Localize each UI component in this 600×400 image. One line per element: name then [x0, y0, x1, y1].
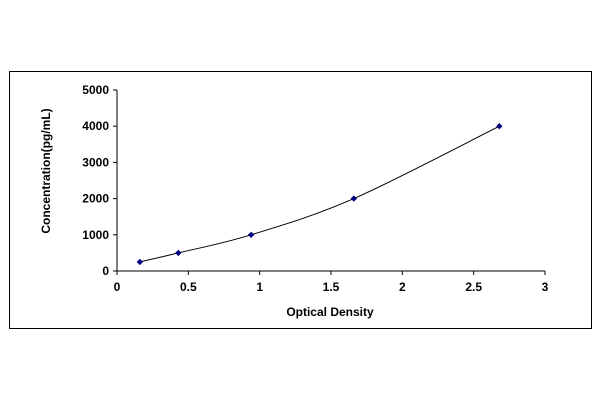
x-axis-label: Optical Density: [286, 305, 374, 319]
chart-frame: [9, 71, 592, 329]
data-point: [247, 231, 255, 238]
y-tick-label: 0: [102, 264, 109, 278]
data-point: [350, 195, 358, 202]
x-tick-label: 0.5: [180, 280, 197, 294]
y-tick-label: 5000: [82, 83, 109, 97]
x-tick-label: 2.5: [465, 280, 482, 294]
x-tick-label: 2: [399, 280, 406, 294]
y-axis-label: Concentration(pg/mL): [39, 108, 53, 233]
data-point: [496, 123, 503, 130]
y-tick-label: 2000: [82, 192, 109, 206]
y-tick-label: 1000: [82, 228, 109, 242]
data-point: [136, 258, 144, 266]
y-tick-label: 4000: [82, 119, 109, 133]
y-tick-label: 3000: [82, 155, 109, 169]
plot-area: 0 1000 2000 3000 4000 5000 0 0.5 1 1.5 2 2.5 3: [82, 83, 548, 294]
x-tick-label: 0: [114, 280, 121, 294]
x-tick-label: 1.5: [323, 280, 340, 294]
data-point: [175, 249, 182, 257]
x-tick-label: 1: [256, 280, 263, 294]
x-tick-label: 3: [542, 280, 549, 294]
trend-line: [139, 125, 500, 263]
